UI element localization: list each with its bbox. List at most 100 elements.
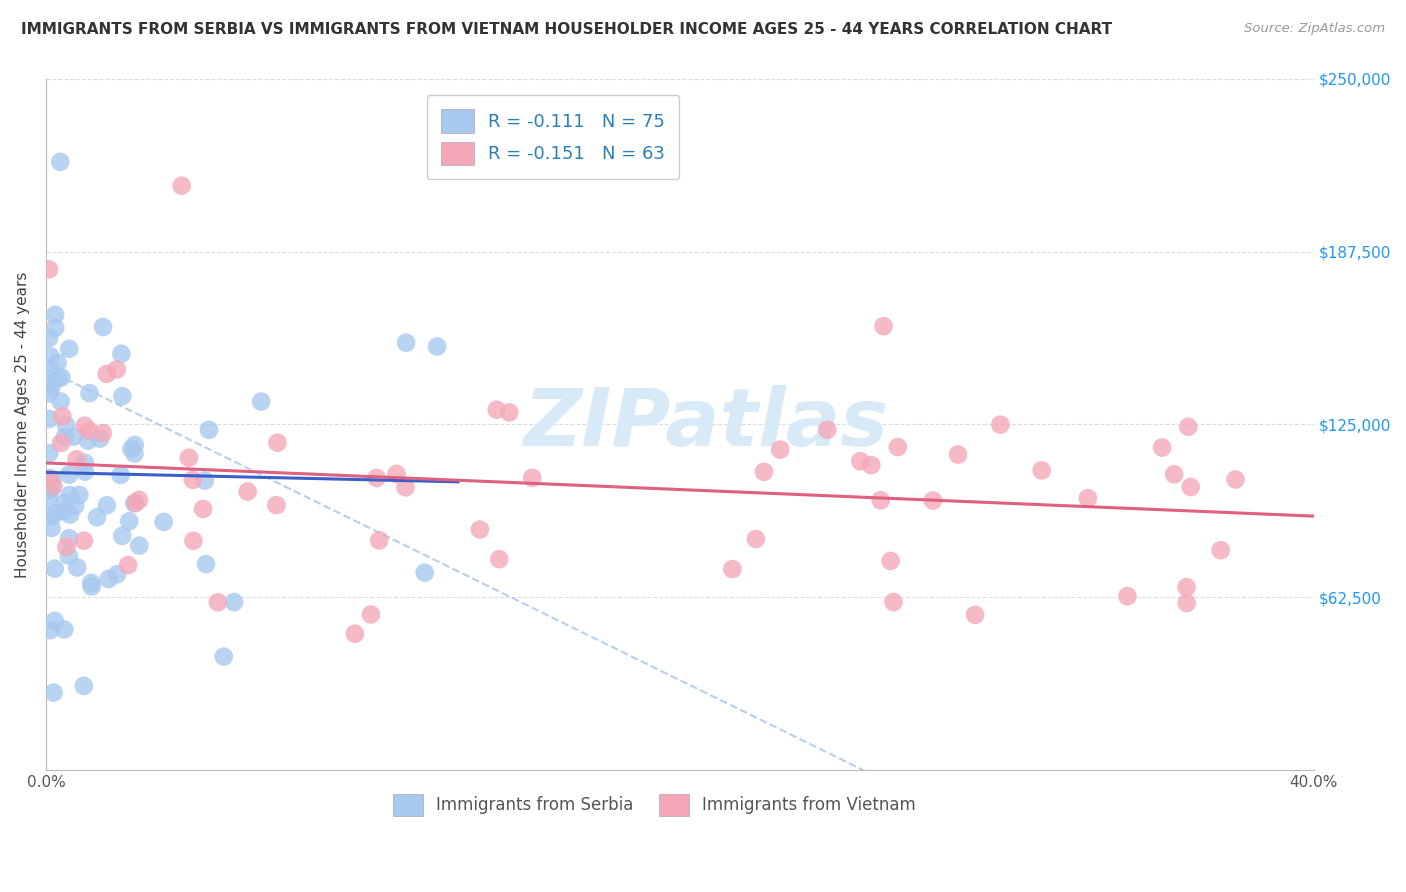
Point — [58, 549, 80, 563]
Point — [44, 321, 66, 335]
Point — [39, 381, 62, 395]
Point — [76, 434, 98, 448]
Point — [266, 435, 288, 450]
Point — [128, 492, 150, 507]
Point — [426, 340, 449, 354]
Point — [266, 498, 288, 512]
Point — [73, 679, 96, 693]
Point — [63, 499, 86, 513]
Point — [488, 552, 510, 566]
Point — [41, 473, 63, 487]
Point — [122, 496, 145, 510]
Text: Source: ZipAtlas.com: Source: ZipAtlas.com — [1244, 22, 1385, 36]
Point — [66, 560, 89, 574]
Point — [38, 412, 60, 426]
Text: IMMIGRANTS FROM SERBIA VS IMMIGRANTS FROM VIETNAM HOUSEHOLDER INCOME AGES 25 - 4: IMMIGRANTS FROM SERBIA VS IMMIGRANTS FRO… — [21, 22, 1112, 37]
Point — [752, 465, 775, 479]
Point — [207, 595, 229, 609]
Point — [170, 178, 193, 193]
Point — [181, 473, 204, 487]
Point — [59, 508, 82, 522]
Point — [96, 499, 118, 513]
Point — [177, 450, 200, 465]
Point — [42, 479, 65, 493]
Point — [124, 438, 146, 452]
Point — [360, 607, 382, 622]
Point — [51, 409, 73, 424]
Point — [44, 507, 66, 521]
Point — [152, 515, 174, 529]
Point — [222, 595, 245, 609]
Point — [946, 448, 969, 462]
Point — [59, 488, 82, 502]
Point — [38, 491, 60, 506]
Point — [49, 155, 72, 169]
Point — [498, 405, 520, 419]
Point — [86, 510, 108, 524]
Point — [128, 539, 150, 553]
Point — [105, 362, 128, 376]
Point — [44, 561, 66, 575]
Point — [79, 386, 101, 401]
Point — [368, 533, 391, 548]
Point — [413, 566, 436, 580]
Point — [769, 442, 792, 457]
Point — [58, 531, 80, 545]
Point — [65, 452, 87, 467]
Point — [721, 562, 744, 576]
Point — [58, 467, 80, 482]
Point — [38, 483, 60, 498]
Point — [39, 482, 62, 496]
Point — [815, 423, 838, 437]
Point — [89, 432, 111, 446]
Point — [111, 389, 134, 403]
Point — [42, 685, 65, 699]
Point — [44, 308, 66, 322]
Point — [198, 423, 221, 437]
Point — [394, 480, 416, 494]
Point — [195, 557, 218, 571]
Point — [1077, 491, 1099, 505]
Point — [468, 523, 491, 537]
Point — [343, 626, 366, 640]
Point — [1209, 543, 1232, 558]
Point — [55, 417, 77, 432]
Point — [1116, 589, 1139, 603]
Point — [62, 429, 84, 443]
Point — [118, 514, 141, 528]
Point — [194, 474, 217, 488]
Point — [73, 465, 96, 479]
Point — [212, 649, 235, 664]
Point — [522, 471, 544, 485]
Point — [110, 347, 132, 361]
Point — [38, 471, 60, 485]
Point — [849, 454, 872, 468]
Point — [860, 458, 883, 472]
Point — [38, 262, 60, 277]
Point — [990, 417, 1012, 432]
Point — [1175, 596, 1198, 610]
Point — [55, 540, 77, 554]
Point — [38, 472, 60, 486]
Point — [879, 554, 901, 568]
Point — [39, 623, 62, 637]
Point — [38, 376, 60, 391]
Legend: Immigrants from Serbia, Immigrants from Vietnam: Immigrants from Serbia, Immigrants from … — [385, 786, 924, 824]
Point — [73, 533, 96, 548]
Point — [124, 446, 146, 460]
Point — [38, 386, 60, 401]
Point — [485, 402, 508, 417]
Point — [38, 446, 60, 460]
Point — [80, 580, 103, 594]
Point — [872, 319, 894, 334]
Point — [51, 370, 73, 384]
Point — [53, 496, 76, 510]
Point — [366, 471, 388, 485]
Point — [117, 558, 139, 573]
Point — [869, 493, 891, 508]
Text: ZIPatlas: ZIPatlas — [523, 385, 887, 464]
Point — [38, 331, 60, 345]
Point — [97, 572, 120, 586]
Point — [250, 394, 273, 409]
Point — [44, 614, 66, 628]
